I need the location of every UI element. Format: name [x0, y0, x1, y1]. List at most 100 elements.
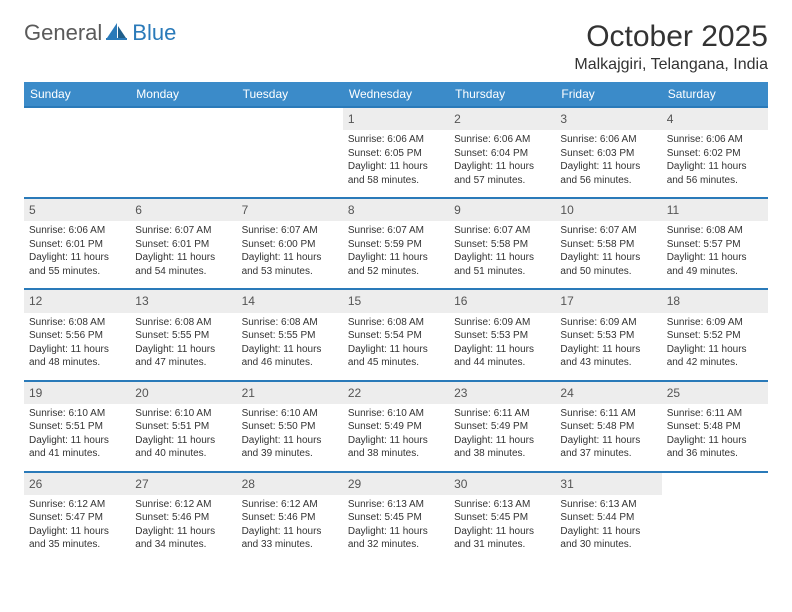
sunset-text: Sunset: 5:48 PM [667, 420, 763, 434]
day-number: 2 [449, 108, 555, 130]
day-number: 8 [343, 199, 449, 221]
day-number: 30 [449, 473, 555, 495]
daylight-line1: Daylight: 11 hours [454, 251, 550, 265]
day-info: Sunrise: 6:06 AMSunset: 6:04 PMDaylight:… [453, 133, 551, 187]
day-info: Sunrise: 6:07 AMSunset: 6:00 PMDaylight:… [241, 224, 339, 278]
sunrise-text: Sunrise: 6:12 AM [29, 498, 125, 512]
week-row: 12Sunrise: 6:08 AMSunset: 5:56 PMDayligh… [24, 289, 768, 380]
daylight-line2: and 42 minutes. [667, 356, 763, 370]
day-cell [130, 107, 236, 198]
day-info: Sunrise: 6:06 AMSunset: 6:01 PMDaylight:… [28, 224, 126, 278]
page-header: General Blue October 2025 Malkajgiri, Te… [24, 20, 768, 74]
day-info: Sunrise: 6:10 AMSunset: 5:49 PMDaylight:… [347, 407, 445, 461]
daylight-line1: Daylight: 11 hours [29, 251, 125, 265]
daylight-line1: Daylight: 11 hours [454, 525, 550, 539]
daylight-line1: Daylight: 11 hours [242, 525, 338, 539]
location-text: Malkajgiri, Telangana, India [574, 56, 768, 74]
day-number: 20 [130, 382, 236, 404]
sunset-text: Sunset: 5:54 PM [348, 329, 444, 343]
sunrise-text: Sunrise: 6:08 AM [348, 316, 444, 330]
sunrise-text: Sunrise: 6:07 AM [454, 224, 550, 238]
day-info: Sunrise: 6:07 AMSunset: 5:58 PMDaylight:… [453, 224, 551, 278]
day-info: Sunrise: 6:09 AMSunset: 5:52 PMDaylight:… [666, 316, 764, 370]
sunset-text: Sunset: 5:53 PM [454, 329, 550, 343]
day-info: Sunrise: 6:12 AMSunset: 5:46 PMDaylight:… [241, 498, 339, 552]
day-number [237, 108, 343, 130]
sunrise-text: Sunrise: 6:09 AM [667, 316, 763, 330]
daylight-line2: and 51 minutes. [454, 265, 550, 279]
daylight-line1: Daylight: 11 hours [135, 251, 231, 265]
day-number [662, 473, 768, 495]
day-cell: 16Sunrise: 6:09 AMSunset: 5:53 PMDayligh… [449, 289, 555, 380]
day-header-cell: Tuesday [237, 82, 343, 107]
sunset-text: Sunset: 5:55 PM [242, 329, 338, 343]
day-info: Sunrise: 6:12 AMSunset: 5:46 PMDaylight:… [134, 498, 232, 552]
day-number: 10 [555, 199, 661, 221]
sunset-text: Sunset: 6:02 PM [667, 147, 763, 161]
day-cell: 30Sunrise: 6:13 AMSunset: 5:45 PMDayligh… [449, 472, 555, 562]
sunrise-text: Sunrise: 6:13 AM [560, 498, 656, 512]
day-number: 18 [662, 290, 768, 312]
daylight-line1: Daylight: 11 hours [667, 343, 763, 357]
day-info: Sunrise: 6:08 AMSunset: 5:55 PMDaylight:… [134, 316, 232, 370]
daylight-line1: Daylight: 11 hours [454, 434, 550, 448]
day-header-cell: Sunday [24, 82, 130, 107]
daylight-line1: Daylight: 11 hours [135, 343, 231, 357]
sunset-text: Sunset: 6:00 PM [242, 238, 338, 252]
day-info: Sunrise: 6:07 AMSunset: 5:58 PMDaylight:… [559, 224, 657, 278]
day-info: Sunrise: 6:08 AMSunset: 5:56 PMDaylight:… [28, 316, 126, 370]
sunset-text: Sunset: 5:56 PM [29, 329, 125, 343]
day-cell: 2 Sunrise: 6:06 AMSunset: 6:04 PMDaylight… [449, 107, 555, 198]
daylight-line2: and 40 minutes. [135, 447, 231, 461]
brand-part2: Blue [132, 20, 176, 46]
day-number: 9 [449, 199, 555, 221]
day-number: 6 [130, 199, 236, 221]
sunset-text: Sunset: 6:01 PM [29, 238, 125, 252]
brand-logo: General Blue [24, 20, 176, 46]
day-number: 3 [555, 108, 661, 130]
daylight-line2: and 32 minutes. [348, 538, 444, 552]
day-number: 19 [24, 382, 130, 404]
daylight-line1: Daylight: 11 hours [348, 525, 444, 539]
day-number: 4 [662, 108, 768, 130]
week-row: 1Sunrise: 6:06 AMSunset: 6:05 PMDaylight… [24, 107, 768, 198]
day-number: 21 [237, 382, 343, 404]
daylight-line2: and 57 minutes. [454, 174, 550, 188]
sunset-text: Sunset: 5:45 PM [454, 511, 550, 525]
daylight-line1: Daylight: 11 hours [454, 343, 550, 357]
daylight-line2: and 36 minutes. [667, 447, 763, 461]
brand-part1: General [24, 20, 102, 46]
sunrise-text: Sunrise: 6:08 AM [135, 316, 231, 330]
day-cell: 22Sunrise: 6:10 AMSunset: 5:49 PMDayligh… [343, 381, 449, 472]
sunrise-text: Sunrise: 6:11 AM [454, 407, 550, 421]
daylight-line2: and 43 minutes. [560, 356, 656, 370]
day-info: Sunrise: 6:11 AMSunset: 5:48 PMDaylight:… [666, 407, 764, 461]
daylight-line1: Daylight: 11 hours [560, 343, 656, 357]
sunrise-text: Sunrise: 6:07 AM [135, 224, 231, 238]
sunset-text: Sunset: 5:45 PM [348, 511, 444, 525]
daylight-line1: Daylight: 11 hours [560, 525, 656, 539]
day-info: Sunrise: 6:08 AMSunset: 5:54 PMDaylight:… [347, 316, 445, 370]
sunrise-text: Sunrise: 6:13 AM [348, 498, 444, 512]
day-cell: 24Sunrise: 6:11 AMSunset: 5:48 PMDayligh… [555, 381, 661, 472]
sunrise-text: Sunrise: 6:07 AM [560, 224, 656, 238]
day-number: 12 [24, 290, 130, 312]
sunset-text: Sunset: 5:57 PM [667, 238, 763, 252]
daylight-line1: Daylight: 11 hours [560, 160, 656, 174]
daylight-line1: Daylight: 11 hours [560, 434, 656, 448]
day-cell: 28Sunrise: 6:12 AMSunset: 5:46 PMDayligh… [237, 472, 343, 562]
daylight-line2: and 50 minutes. [560, 265, 656, 279]
day-cell: 4Sunrise: 6:06 AMSunset: 6:02 PMDaylight… [662, 107, 768, 198]
sunset-text: Sunset: 5:55 PM [135, 329, 231, 343]
sunset-text: Sunset: 5:51 PM [135, 420, 231, 434]
day-info: Sunrise: 6:10 AMSunset: 5:50 PMDaylight:… [241, 407, 339, 461]
daylight-line2: and 48 minutes. [29, 356, 125, 370]
day-number: 14 [237, 290, 343, 312]
sunset-text: Sunset: 5:48 PM [560, 420, 656, 434]
day-cell: 3Sunrise: 6:06 AMSunset: 6:03 PMDaylight… [555, 107, 661, 198]
daylight-line2: and 33 minutes. [242, 538, 338, 552]
day-cell: 26Sunrise: 6:12 AMSunset: 5:47 PMDayligh… [24, 472, 130, 562]
month-title: October 2025 [574, 20, 768, 54]
daylight-line2: and 34 minutes. [135, 538, 231, 552]
sunset-text: Sunset: 5:46 PM [242, 511, 338, 525]
